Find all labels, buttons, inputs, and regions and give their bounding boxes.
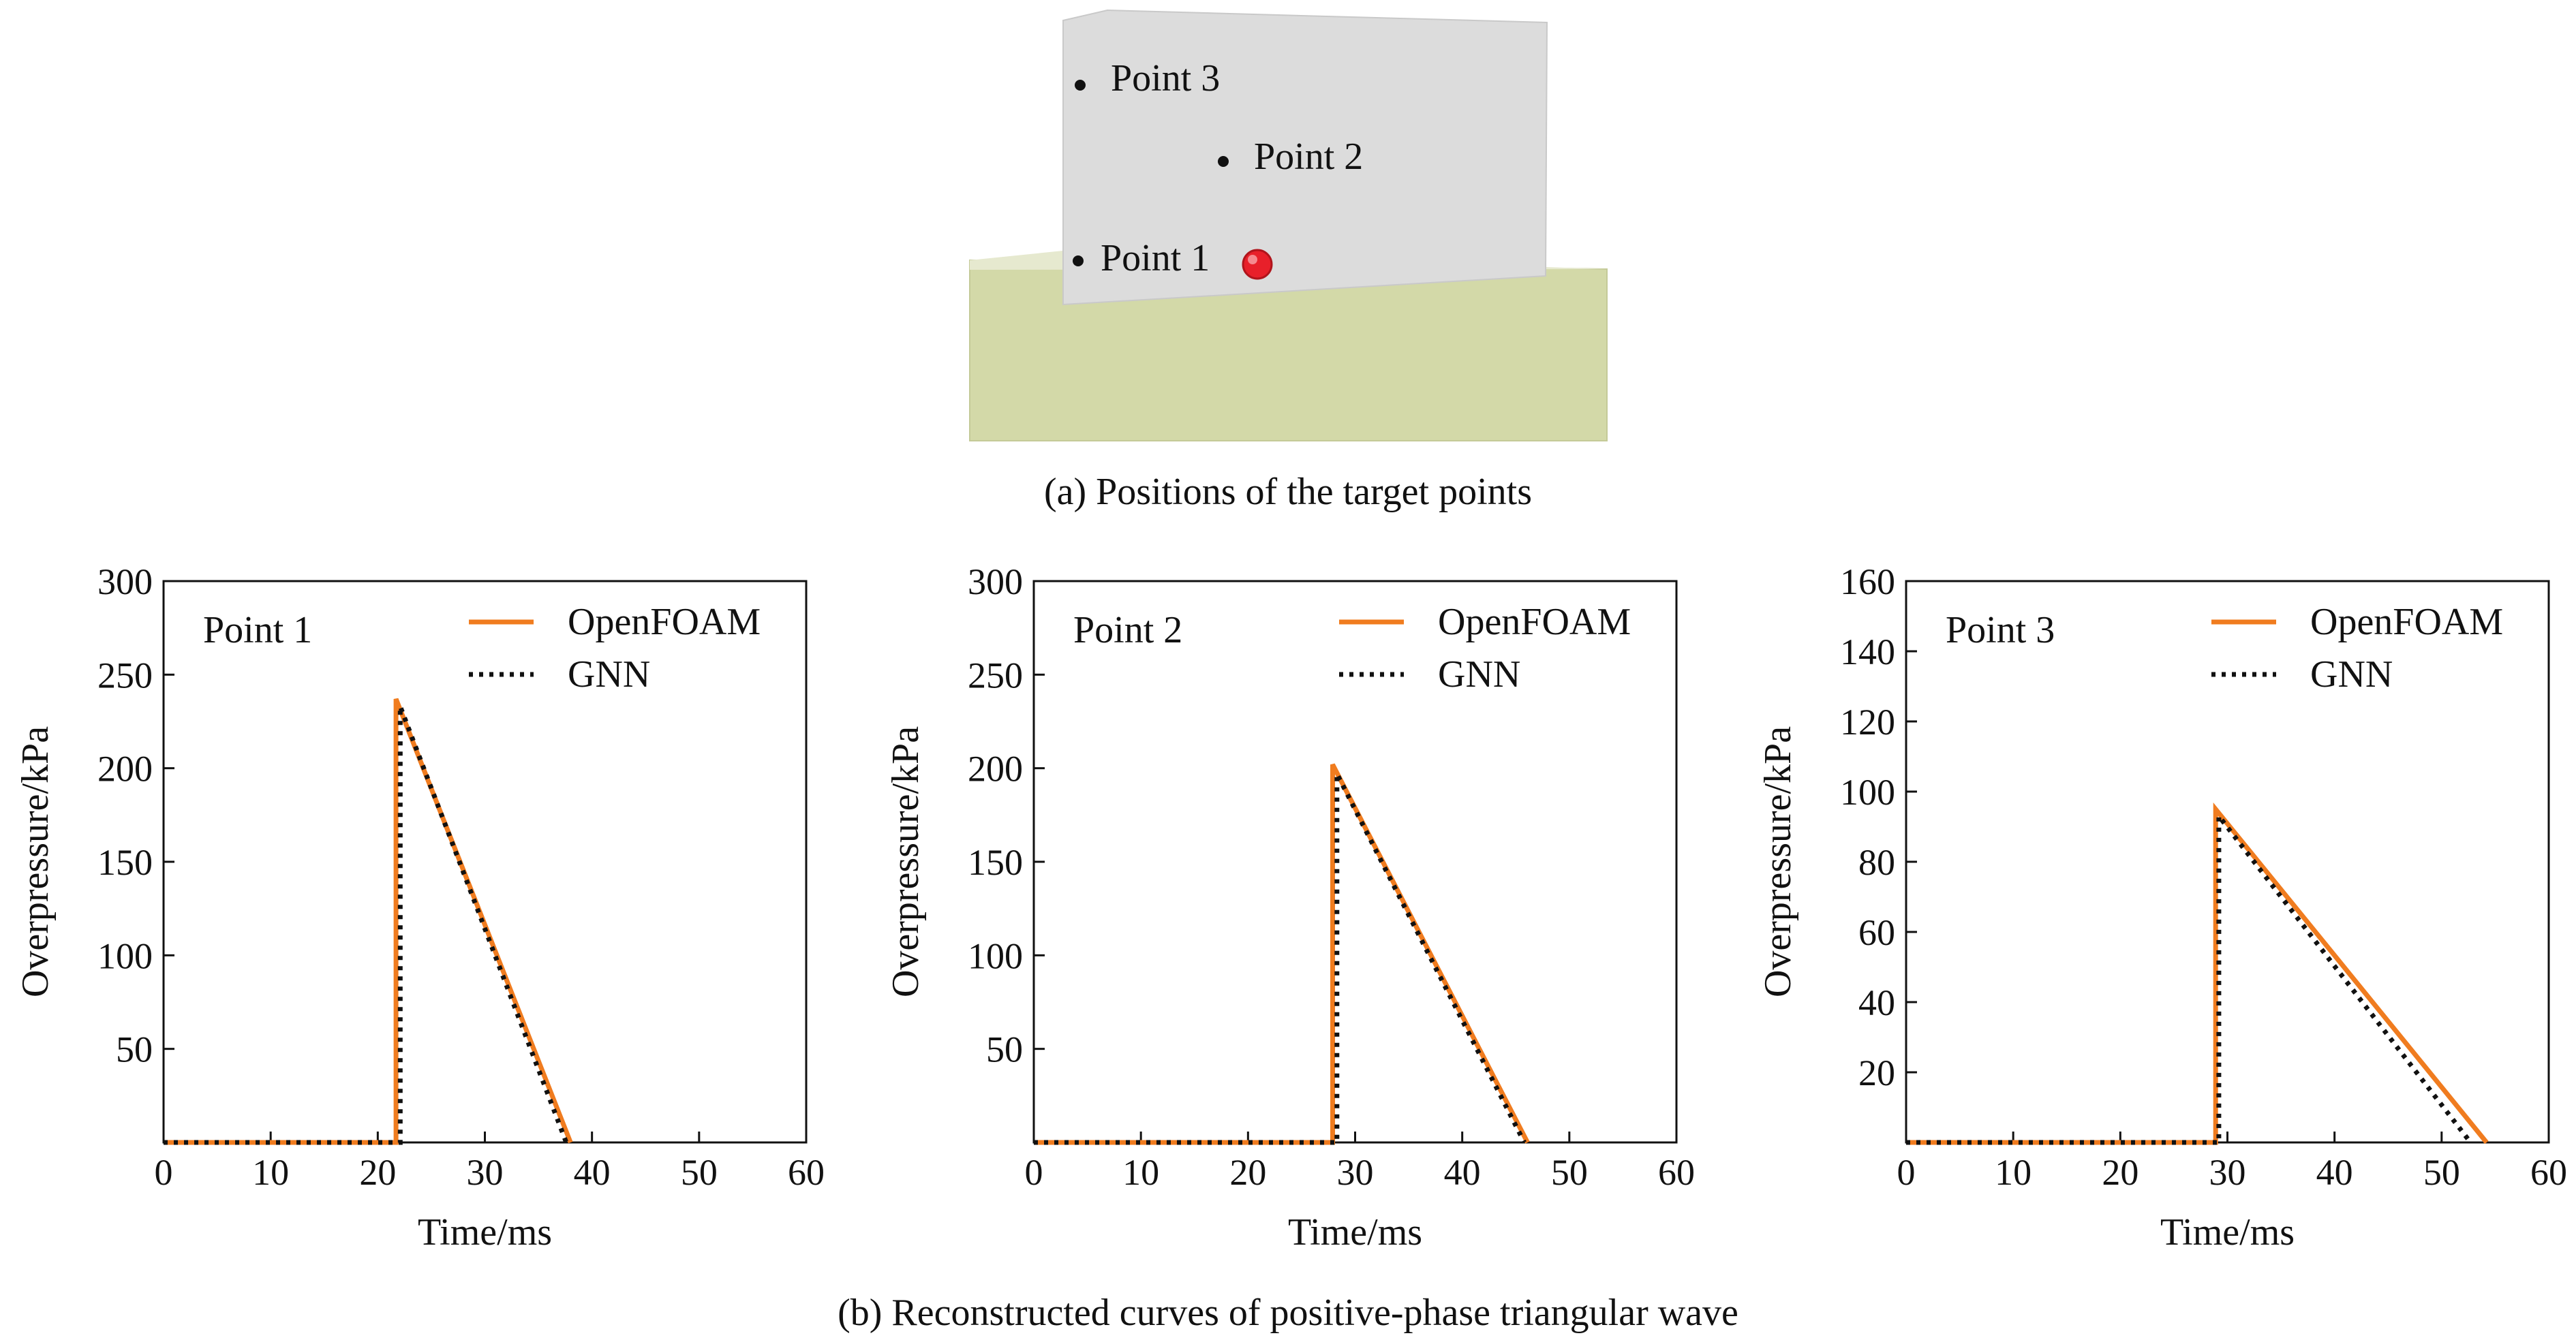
y-tick-label: 80 (1858, 842, 1895, 883)
x-tick-label: 30 (467, 1152, 504, 1193)
caption-a: (a) Positions of the target points (1044, 471, 1532, 513)
point-2-marker (1218, 156, 1229, 167)
x-tick-label: 30 (1337, 1152, 1374, 1193)
x-tick-label: 20 (2102, 1152, 2138, 1193)
y-tick-label: 100 (97, 935, 153, 976)
x-tick-label: 30 (2209, 1152, 2246, 1193)
chart-2: 0 10 20 30 40 50 60 50 100 150 200 250 300 Time/ms Ove… (885, 561, 1695, 1253)
y-tick-label: 140 (1840, 632, 1895, 672)
charge-sphere (1242, 249, 1273, 280)
legend-openfoam-label: OpenFOAM (568, 601, 761, 643)
scene-panel: Point 3 Point 2 Point 1 (a) Positions of… (969, 9, 1608, 513)
x-tick-label: 40 (1444, 1152, 1481, 1193)
y-tick-label: 300 (97, 561, 153, 602)
x-tick-label: 50 (2423, 1152, 2460, 1193)
y-tick-label: 100 (1840, 772, 1895, 813)
legend-gnn-label: GNN (568, 653, 650, 696)
openfoam-series-line (1906, 802, 2489, 1145)
chart-3: 0 10 20 30 40 50 60 20 40 60 80 100 120 140 160 Time/ms… (1757, 561, 2567, 1253)
y-tick-label: 20 (1858, 1053, 1895, 1093)
x-tick-label: 0 (155, 1152, 173, 1193)
y-tick-label: 100 (968, 935, 1023, 976)
x-tick-label: 50 (681, 1152, 718, 1193)
y-tick-label: 160 (1840, 561, 1895, 602)
y-tick-label: 300 (968, 561, 1023, 602)
x-tick-label: 10 (1122, 1152, 1159, 1193)
y-axis-label: Overpressure/kPa (1757, 726, 1799, 997)
openfoam-series-line (1034, 763, 1530, 1145)
gnn-series-line (164, 705, 569, 1145)
point-3-label: Point 3 (1111, 57, 1220, 99)
x-tick-label: 60 (788, 1152, 825, 1193)
panel-label: Point 2 (1073, 609, 1182, 651)
y-tick-label: 200 (97, 749, 153, 790)
x-tick-label: 40 (2316, 1152, 2353, 1193)
y-tick-label: 40 (1858, 982, 1895, 1023)
plot-frame (1032, 580, 1678, 1144)
legend-openfoam-label: OpenFOAM (1438, 601, 1631, 643)
legend-openfoam-label: OpenFOAM (2310, 601, 2503, 643)
x-tick-label: 20 (359, 1152, 396, 1193)
openfoam-series-line (164, 698, 573, 1145)
plot-frame (162, 580, 808, 1144)
x-axis-label: Time/ms (1288, 1211, 1422, 1253)
x-tick-label: 10 (252, 1152, 289, 1193)
y-tick-label: 150 (97, 842, 153, 883)
y-tick-label: 120 (1840, 702, 1895, 743)
y-tick-label: 60 (1858, 912, 1895, 953)
y-tick-label: 250 (97, 655, 153, 696)
y-tick-label: 50 (116, 1029, 153, 1070)
x-tick-label: 10 (1995, 1152, 2031, 1193)
x-tick-label: 40 (574, 1152, 611, 1193)
y-tick-label: 250 (968, 655, 1023, 696)
gnn-series-line (1906, 809, 2473, 1145)
y-axis-label: Overpressure/kPa (885, 726, 927, 997)
point-3-marker (1075, 80, 1086, 91)
panel-label: Point 1 (203, 609, 312, 651)
x-axis-label: Time/ms (2160, 1211, 2295, 1253)
y-tick-label: 50 (986, 1029, 1023, 1070)
point-1-marker (1073, 255, 1084, 266)
point-2-label: Point 2 (1254, 136, 1363, 178)
x-tick-label: 60 (2530, 1152, 2567, 1193)
y-tick-label: 200 (968, 749, 1023, 790)
charge-highlight (1248, 255, 1257, 264)
x-tick-label: 0 (1025, 1152, 1043, 1193)
panel-label: Point 3 (1946, 609, 2055, 651)
gnn-series-line (1034, 773, 1527, 1145)
legend-gnn-label: GNN (1438, 653, 1520, 696)
charts-panel: 0 10 20 30 40 50 6050100150200250300Time/msOve… (14, 561, 2567, 1253)
x-tick-label: 20 (1229, 1152, 1266, 1193)
x-tick-label: 50 (1551, 1152, 1588, 1193)
caption-b: (b) Reconstructed curves of positive-pha… (838, 1292, 1738, 1334)
x-tick-label: 60 (1658, 1152, 1695, 1193)
y-axis-label: Overpressure/kPa (14, 726, 57, 997)
x-tick-label: 0 (1897, 1152, 1916, 1193)
y-tick-label: 150 (968, 842, 1023, 883)
x-axis-label: Time/ms (418, 1211, 552, 1253)
wall-block (1062, 9, 1548, 306)
plot-frame (1905, 580, 2550, 1144)
chart-1: 0 10 20 30 40 50 60 50 100 150 200 250 300 Time/ms Ove… (14, 561, 825, 1253)
point-1-label: Point 1 (1101, 237, 1210, 279)
legend-gnn-label: GNN (2310, 653, 2393, 696)
